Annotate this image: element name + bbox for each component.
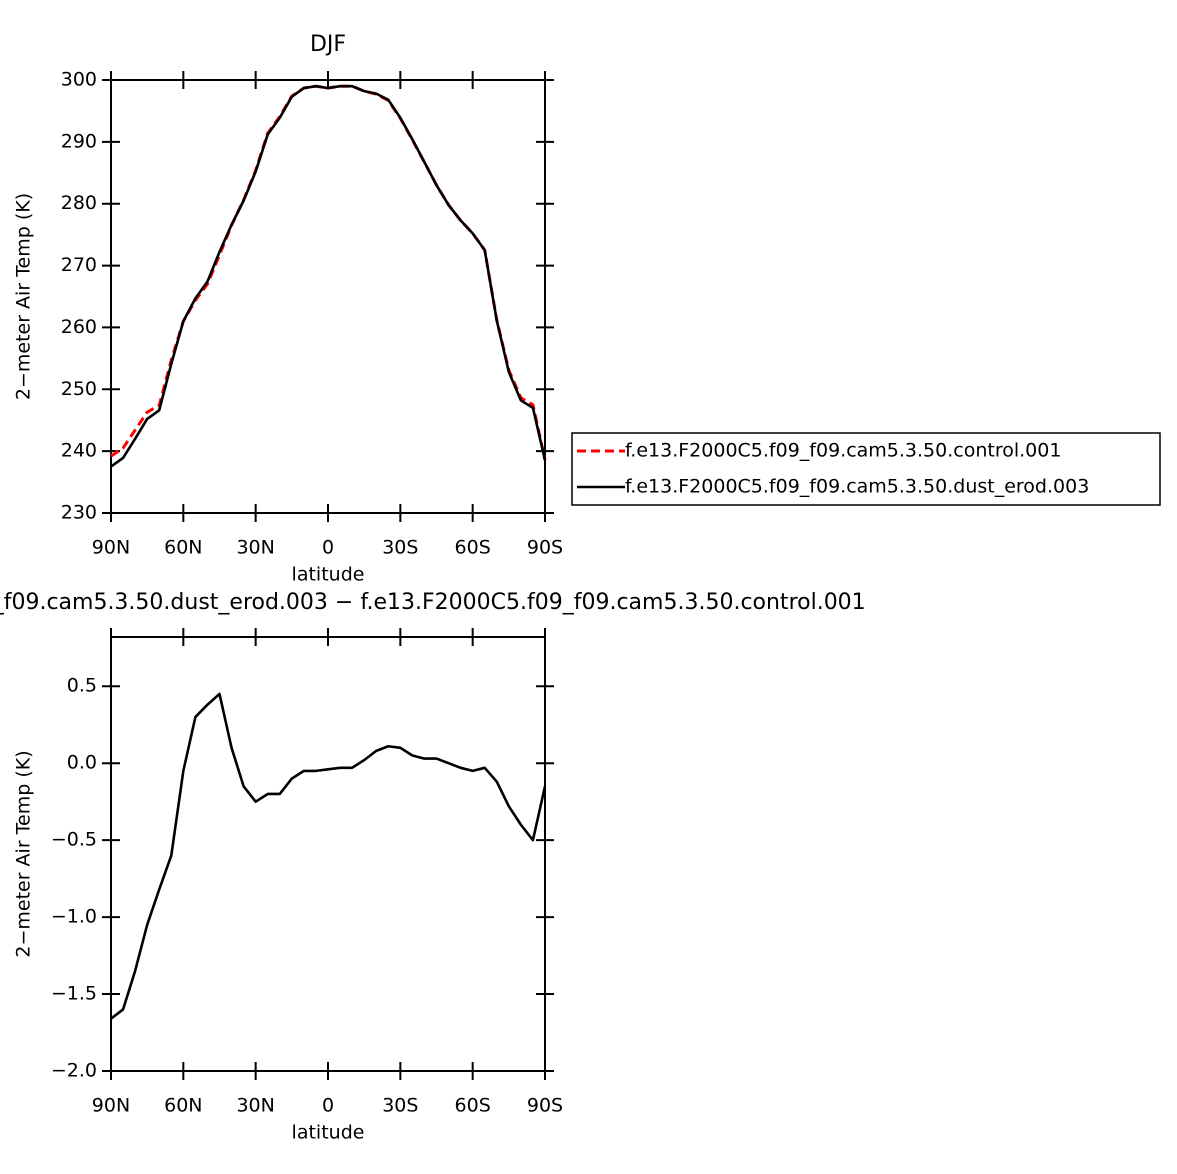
y-tick-label: 0.0 bbox=[67, 752, 97, 774]
x-axis-label: latitude bbox=[292, 564, 365, 586]
x-tick-label: 90S bbox=[527, 537, 563, 559]
x-tick-label: 30S bbox=[382, 537, 418, 559]
x-axis-label: latitude bbox=[292, 1122, 365, 1144]
plot-frame bbox=[110, 636, 546, 1072]
data-line bbox=[110, 84, 547, 468]
x-tick-label: 90S bbox=[527, 1095, 563, 1117]
y-tick-label: 260 bbox=[61, 316, 97, 338]
y-tick-label: 0.5 bbox=[67, 675, 97, 697]
chart-title: DJF bbox=[310, 32, 346, 57]
y-tick-label: −2.0 bbox=[51, 1060, 97, 1082]
x-tick-label: 90N bbox=[92, 537, 130, 559]
y-axis-label: 2−meter Air Temp (K) bbox=[13, 193, 35, 400]
x-tick-label: 0 bbox=[322, 537, 334, 559]
x-tick-label: 0 bbox=[322, 1095, 334, 1117]
legend-box bbox=[571, 432, 1161, 506]
data-line bbox=[110, 84, 547, 461]
y-tick-label: −1.0 bbox=[51, 906, 97, 928]
y-tick-label: 230 bbox=[61, 502, 97, 524]
y-tick-label: 280 bbox=[61, 192, 97, 214]
x-tick-label: 30S bbox=[382, 1095, 418, 1117]
x-tick-label: 90N bbox=[92, 1095, 130, 1117]
x-tick-label: 30N bbox=[236, 1095, 274, 1117]
chart-title: f.e13.F2000C5.f09_f09.cam5.3.50.dust_ero… bbox=[0, 590, 866, 615]
y-tick-label: −1.5 bbox=[51, 983, 97, 1005]
legend-label: f.e13.F2000C5.f09_f09.cam5.3.50.control.… bbox=[625, 440, 1061, 462]
y-tick-label: 240 bbox=[61, 440, 97, 462]
y-axis-label: 2−meter Air Temp (K) bbox=[13, 750, 35, 957]
x-tick-label: 60N bbox=[164, 537, 202, 559]
y-tick-label: −0.5 bbox=[51, 829, 97, 851]
x-tick-label: 60S bbox=[455, 537, 491, 559]
x-tick-label: 60S bbox=[455, 1095, 491, 1117]
y-tick-label: 300 bbox=[61, 69, 97, 91]
legend-label: f.e13.F2000C5.f09_f09.cam5.3.50.dust_ero… bbox=[625, 476, 1089, 498]
x-tick-label: 60N bbox=[164, 1095, 202, 1117]
x-tick-label: 30N bbox=[236, 537, 274, 559]
y-tick-label: 270 bbox=[61, 254, 97, 276]
y-tick-label: 250 bbox=[61, 378, 97, 400]
data-line bbox=[110, 692, 547, 1020]
plot-frame bbox=[110, 79, 546, 514]
y-tick-label: 290 bbox=[61, 130, 97, 152]
